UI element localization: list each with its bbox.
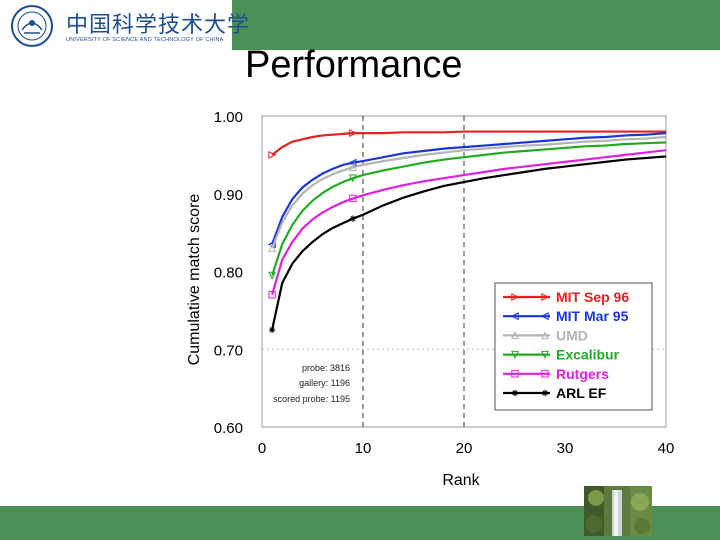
series-line-4 — [271, 149, 667, 296]
waterfall-photo-icon — [584, 486, 652, 536]
x-axis-label: Rank — [442, 472, 480, 489]
annotation-3: scored probe: 1195 — [273, 394, 350, 404]
series-marker-0-x9 — [349, 129, 358, 138]
series-marker-0-x1 — [268, 150, 277, 159]
series-line-1 — [271, 132, 667, 245]
series-line-3 — [271, 141, 667, 276]
legend-marker-b-3 — [540, 350, 550, 359]
x-tick-label-30: 30 — [557, 440, 574, 457]
legend-label-4: Rutgers — [556, 366, 609, 382]
series-marker-5-x1 — [268, 326, 276, 334]
legend-marker-5 — [511, 389, 519, 397]
legend-label-5: ARL EF — [556, 385, 607, 401]
series-line-2 — [271, 135, 667, 249]
university-logo: 中国科学技术大学 UNIVERSITY OF SCIENCE AND TECHN… — [0, 0, 249, 50]
x-tick-label-0: 0 — [258, 440, 266, 457]
legend-marker-b-5 — [541, 389, 549, 397]
annotation-1: probe: 3816 — [302, 363, 350, 373]
series-line-0 — [271, 130, 666, 156]
legend-label-3: Excalibur — [556, 347, 620, 363]
series-line-5 — [271, 155, 667, 331]
legend-marker-4 — [511, 370, 519, 378]
legend-marker-1 — [510, 312, 519, 321]
legend-marker-3 — [510, 350, 520, 359]
university-name-en: UNIVERSITY OF SCIENCE AND TECHNOLOGY OF … — [66, 37, 224, 43]
y-tick-label-1.00: 1.00 — [214, 109, 243, 126]
x-tick-label-10: 10 — [355, 440, 372, 457]
series-marker-2-x9 — [348, 162, 357, 172]
legend-marker-b-1 — [540, 312, 549, 321]
series-marker-3-x1 — [268, 271, 277, 280]
series-marker-3-x9 — [348, 174, 357, 183]
x-tick-label-20: 20 — [456, 440, 473, 457]
legend-marker-b-0 — [541, 292, 550, 302]
y-tick-label-0.80: 0.80 — [214, 265, 243, 282]
annotation-2: gallery: 1196 — [299, 378, 350, 388]
series-marker-5-x9 — [349, 215, 357, 222]
y-axis-label: Cumulative match score — [186, 194, 203, 366]
slide-title: Performance — [245, 44, 463, 86]
legend-marker-0 — [511, 292, 520, 302]
series-marker-4-x9 — [349, 194, 357, 203]
ustc-seal-icon — [11, 5, 53, 47]
legend-label-0: MIT Sep 96 — [556, 289, 629, 305]
y-tick-label-0.60: 0.60 — [214, 420, 243, 437]
series-marker-4-x1 — [268, 291, 276, 299]
legend-label-1: MIT Mar 95 — [556, 308, 629, 324]
legend-marker-b-4 — [541, 370, 549, 378]
legend-marker-2 — [510, 331, 520, 340]
y-tick-label-0.90: 0.90 — [214, 187, 243, 204]
series-marker-2-x1 — [268, 243, 277, 252]
x-tick-label-40: 40 — [658, 440, 675, 457]
y-tick-label-0.70: 0.70 — [214, 342, 243, 359]
university-name-cn: 中国科学技术大学 — [66, 13, 251, 38]
legend-label-2: UMD — [556, 327, 588, 343]
legend-marker-b-2 — [540, 331, 550, 340]
legend-box — [494, 282, 653, 411]
